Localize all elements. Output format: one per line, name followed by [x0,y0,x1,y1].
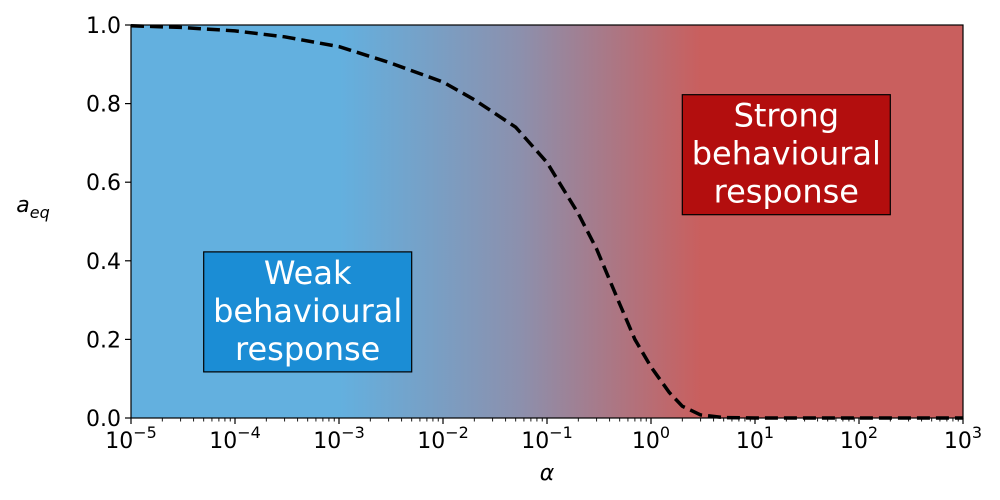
x-tick-exponent: −1 [549,423,573,442]
x-tick-label: 10−5 [105,423,157,454]
annotation-text-line: response [714,173,859,211]
x-tick-exponent: 2 [868,423,878,442]
y-tick-label: 0.4 [86,250,121,275]
x-tick-base: 10 [417,429,445,454]
annotation-text-line: behavioural [692,135,881,173]
x-tick-base: 10 [944,429,972,454]
x-axis: 10−5 10−4 10−3 10−2 10−1 100 101 102 103 [105,418,982,454]
x-tick-base: 10 [840,429,868,454]
x-tick-base: 10 [736,429,764,454]
x-tick-exponent: −3 [341,423,365,442]
x-tick-base: 10 [632,429,660,454]
x-tick-exponent: −5 [133,423,157,442]
x-tick-exponent: 3 [972,423,982,442]
x-tick-exponent: −4 [237,423,261,442]
y-axis-label-base: a [16,193,29,218]
x-tick-exponent: −2 [445,423,469,442]
y-axis-label: aeq [16,193,49,222]
x-tick-label: 10−1 [521,423,573,454]
annotation-text-line: response [235,330,380,368]
x-tick-base: 10 [209,429,237,454]
x-tick-exponent: 1 [764,423,774,442]
x-tick-label: 10−4 [209,423,261,454]
x-tick-label: 10−2 [417,423,469,454]
y-axis-label-sub: eq [30,203,50,222]
x-tick-label: 100 [632,423,670,454]
y-tick-label: 0.2 [86,328,121,353]
x-axis-label: α [540,461,555,486]
annotation-box-1 [203,251,413,373]
y-tick-label: 1.0 [86,14,121,39]
series-line [130,24,963,420]
y-tick-label: 0.8 [86,93,121,118]
annotation-text-line: behavioural [213,292,402,330]
annotation-box-2 [681,94,891,216]
x-tick-exponent: 0 [660,423,670,442]
x-tick-label: 103 [944,423,982,454]
x-tick-base: 10 [105,429,133,454]
x-tick-label: 102 [840,423,878,454]
y-tick-label: 0.6 [86,171,121,196]
y-axis: 0.0 0.2 0.4 0.6 0.8 1.0 [86,14,131,432]
x-tick-base: 10 [521,429,549,454]
x-tick-label: 10−3 [313,423,365,454]
annotation-text-line: Strong [734,97,839,135]
x-tick-base: 10 [313,429,341,454]
annotation-text-line: Weak [264,254,352,292]
annotations: WeakbehaviouralresponseStrongbehavioural… [203,94,891,373]
y-tick-label: 0.0 [86,407,121,432]
x-tick-label: 101 [736,423,774,454]
